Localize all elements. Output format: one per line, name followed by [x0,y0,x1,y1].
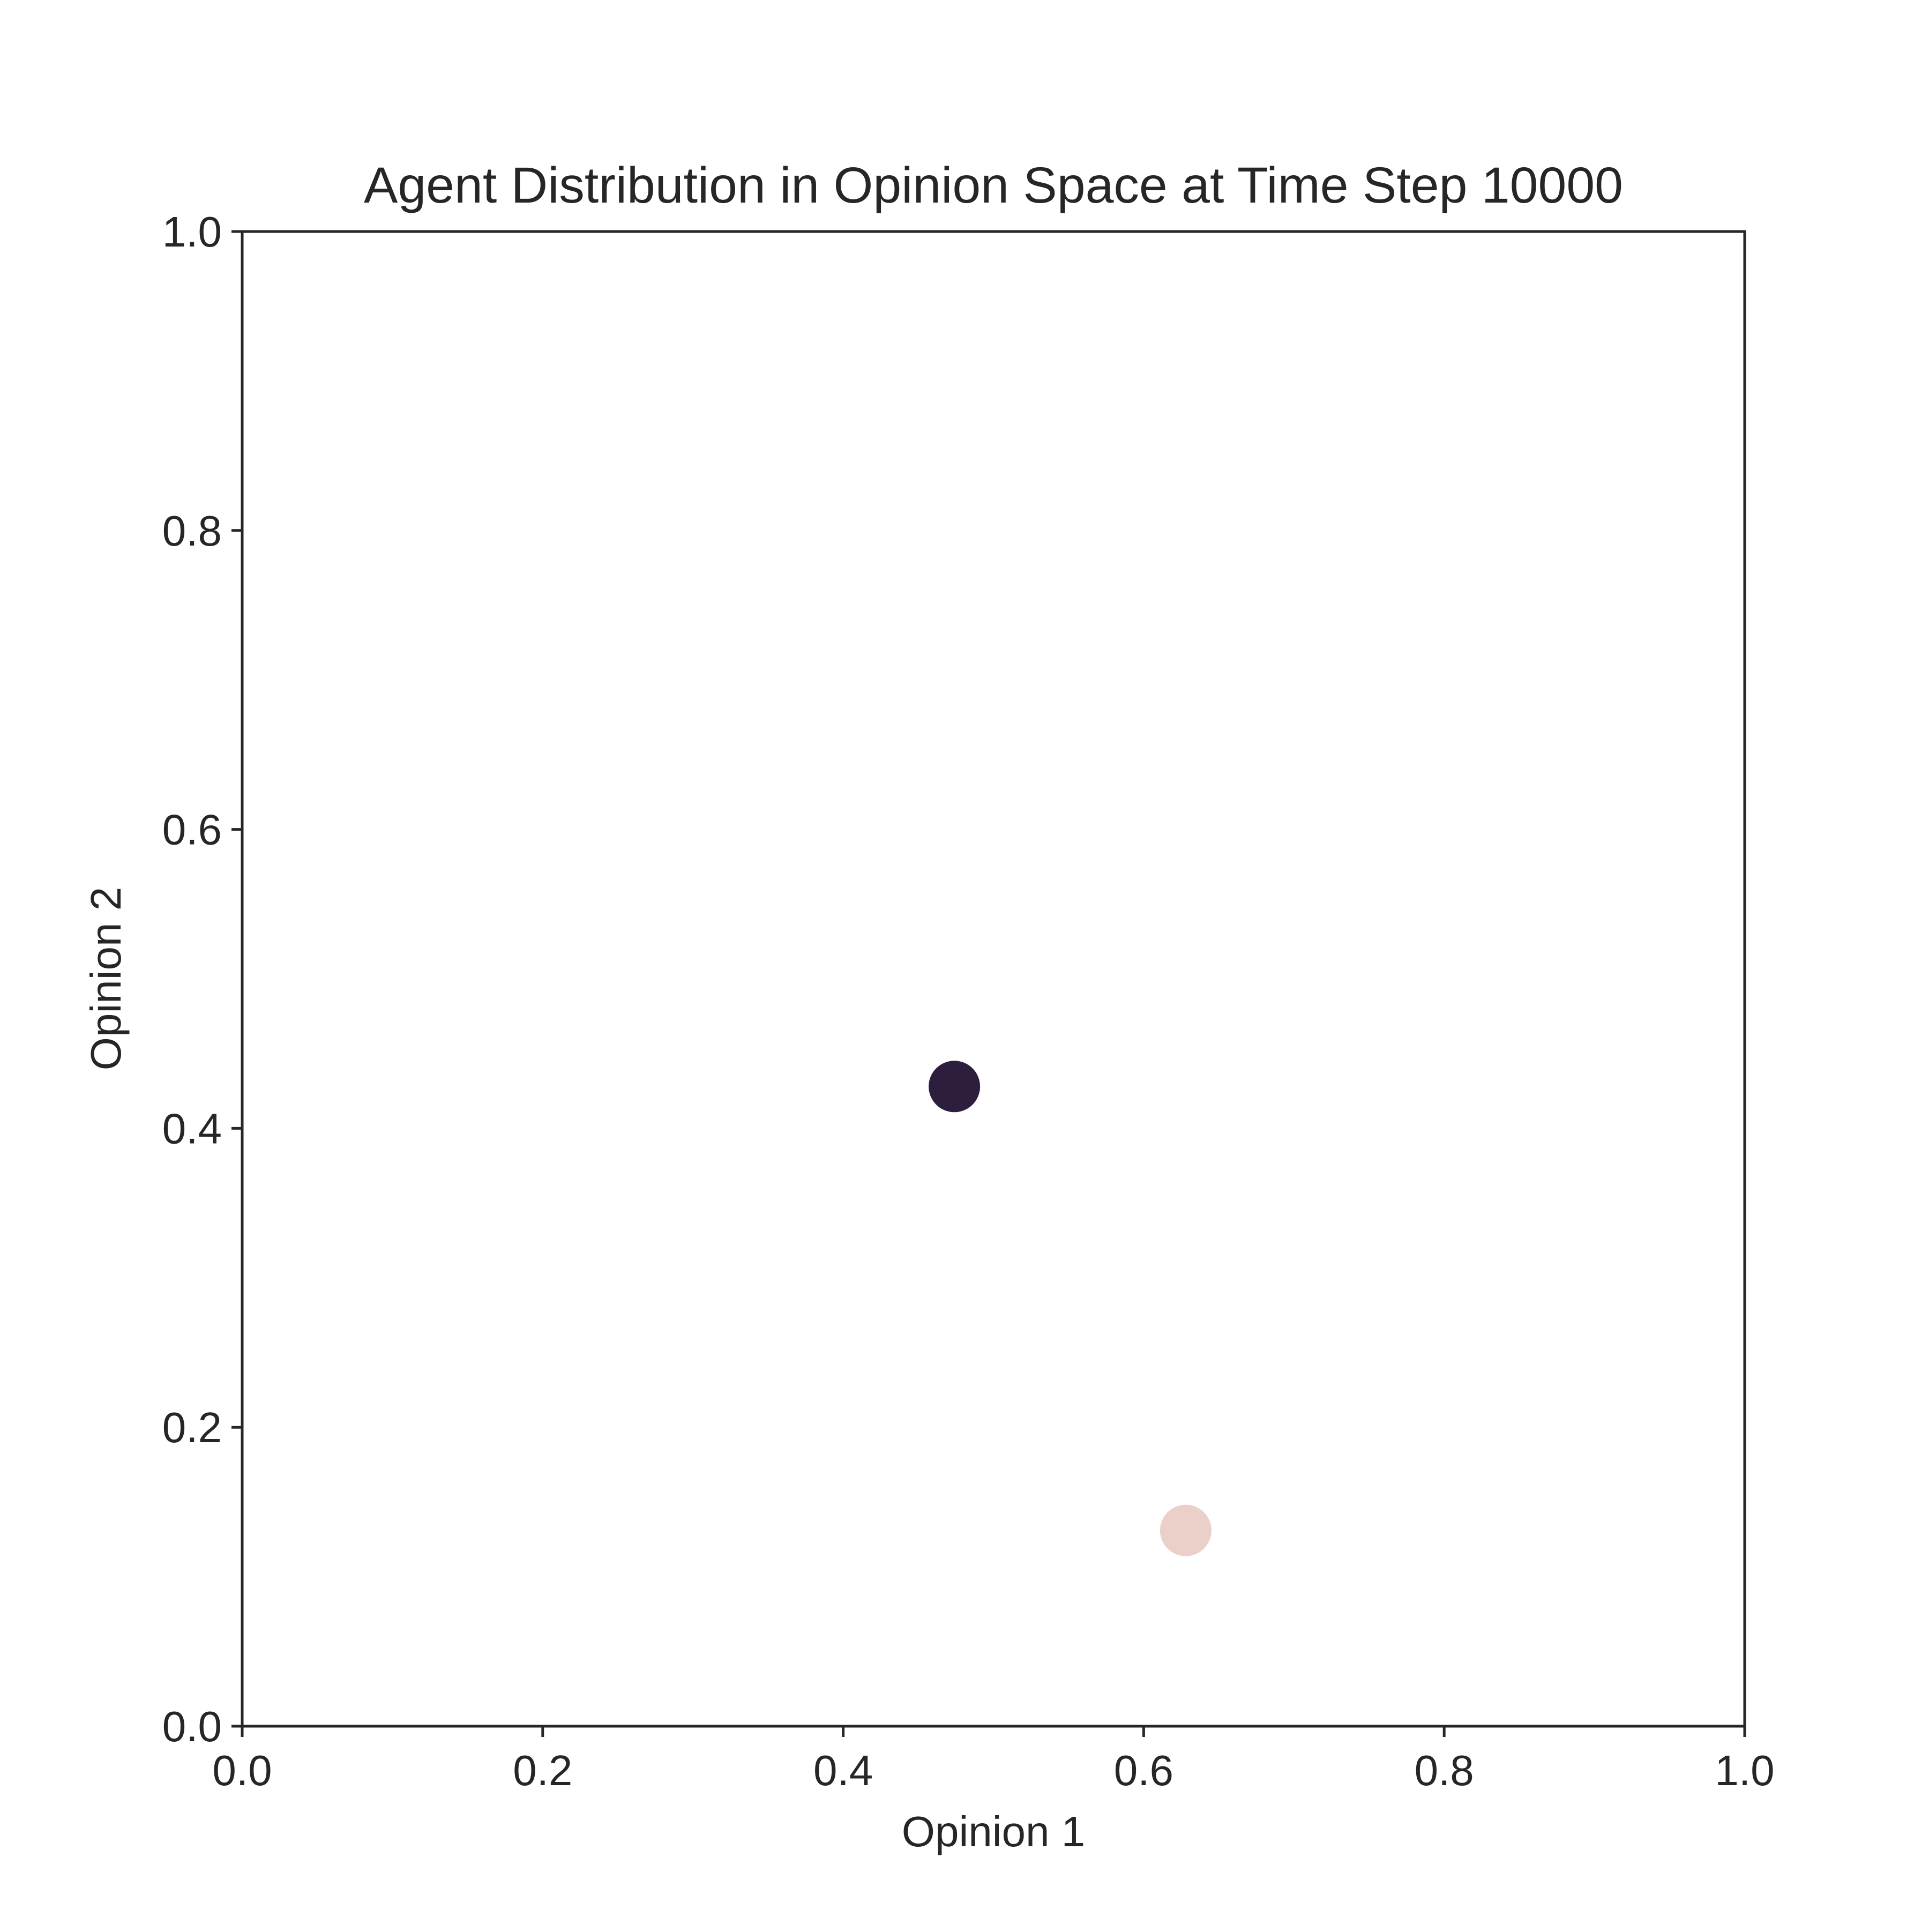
data-point-1 [929,1061,981,1113]
x-tick-label: 0.0 [212,1747,272,1794]
y-axis-label: Opinion 2 [82,887,130,1070]
chart-title: Agent Distribution in Opinion Space at T… [364,157,1623,214]
plot-frame [241,230,1746,1728]
y-tick-label: 0.8 [162,507,222,555]
x-tick-label: 0.8 [1415,1747,1474,1794]
data-point-2 [1160,1504,1212,1556]
y-tick-label: 0.0 [162,1703,222,1750]
y-tick-label: 0.4 [162,1105,222,1152]
x-axis-label: Opinion 1 [902,1808,1085,1855]
y-tick-label: 0.6 [162,806,222,854]
x-tick-label: 0.2 [513,1747,572,1794]
data-points [929,1061,1212,1556]
axis-ticks: 0.0 0.2 0.4 0.6 0.8 1.0 0.0 0.2 0.4 0.6 0.8 1.0 [162,208,1775,1794]
y-tick-label: 0.2 [162,1404,222,1451]
x-tick-label: 0.4 [813,1747,873,1794]
x-tick-label: 0.6 [1114,1747,1173,1794]
x-tick-label: 1.0 [1715,1747,1774,1794]
y-tick-label: 1.0 [162,208,222,256]
